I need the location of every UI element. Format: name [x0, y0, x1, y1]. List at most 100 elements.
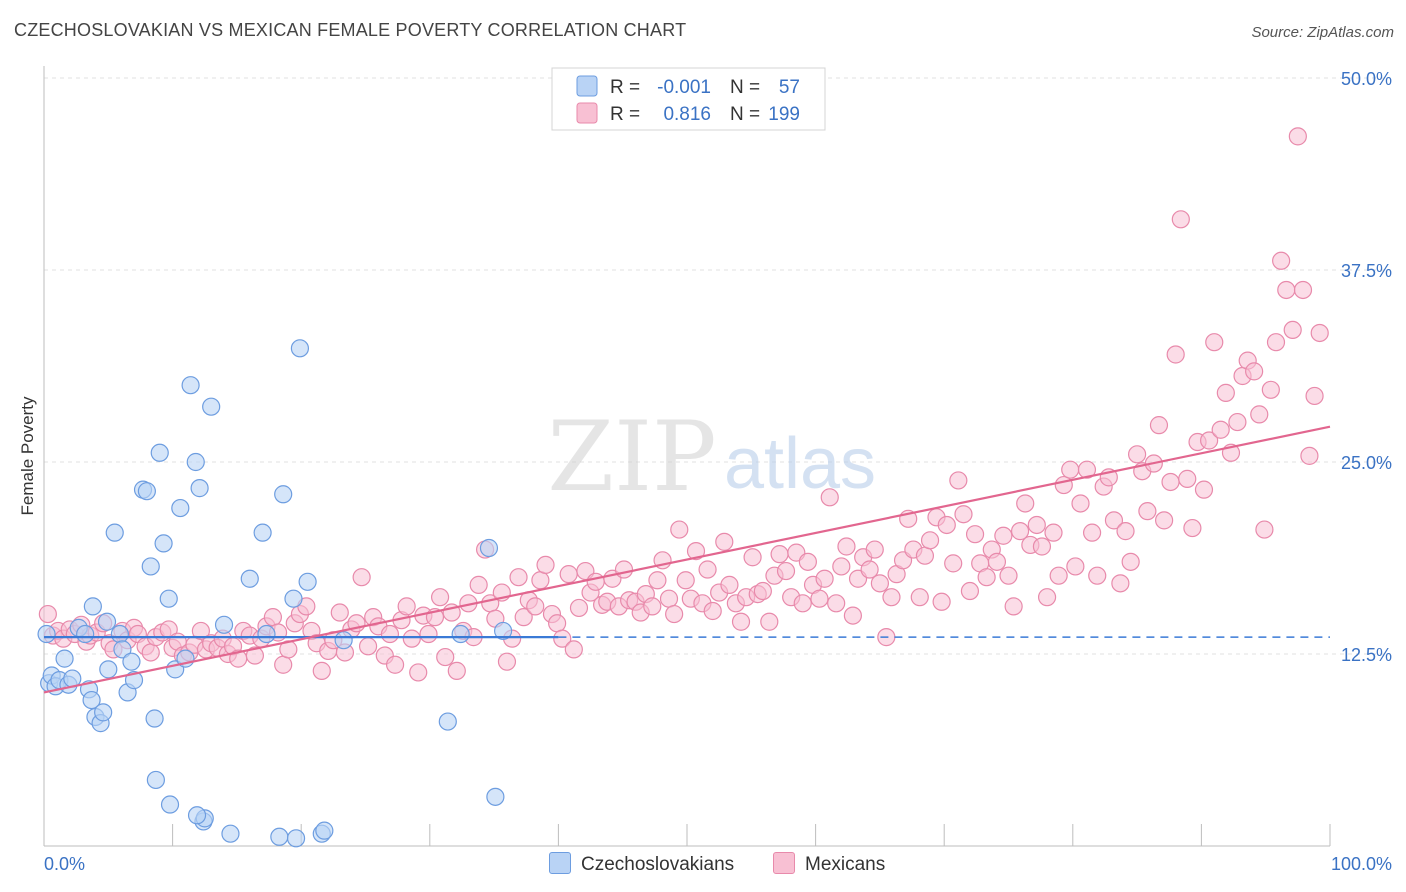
- legend-r-value-pink: 0.816: [663, 104, 711, 125]
- mexicans-point: [312, 661, 331, 680]
- mexicans-point: [1032, 537, 1052, 556]
- mexicans-point: [191, 621, 210, 641]
- mexicans-point: [870, 574, 890, 593]
- mexicans-point: [987, 552, 1007, 571]
- mexicans-point: [686, 541, 706, 561]
- czechoslovakians-point: [154, 534, 173, 553]
- mexicans-point: [1071, 494, 1090, 513]
- y-axis-label: Female Poverty: [18, 396, 37, 516]
- mexicans-point: [1116, 522, 1135, 541]
- mexicans-point: [1266, 333, 1286, 352]
- mexicans-point: [1054, 475, 1073, 495]
- mexicans-point: [1004, 597, 1023, 616]
- mexicans-point: [1261, 380, 1280, 399]
- czechoslovakians-point: [494, 621, 513, 641]
- mexicans-point: [548, 614, 567, 633]
- mexicans-point: [843, 606, 862, 625]
- mexicans-point: [564, 640, 583, 659]
- mexicans-point: [793, 594, 812, 613]
- mexicans-point: [920, 531, 940, 550]
- czechoslovakians-point: [187, 806, 207, 825]
- czechoslovakians-point: [171, 498, 190, 518]
- mexicans-point: [38, 604, 57, 624]
- czechoslovakians-point: [202, 397, 221, 416]
- mexicans-point: [810, 589, 829, 608]
- czechoslovakians-point: [82, 690, 101, 710]
- mexicans-point: [827, 594, 846, 613]
- czechoslovakians-point: [240, 569, 259, 588]
- mexicans-point: [770, 545, 789, 564]
- x-tick-label: 100.0%: [1331, 854, 1392, 874]
- mexicans-point: [643, 597, 662, 616]
- czechoslovakians-point: [253, 523, 272, 542]
- mexicans-point: [1300, 446, 1319, 465]
- mexicans-point: [994, 526, 1013, 545]
- czechoslovakians-point: [99, 660, 118, 679]
- mexicans-point: [1245, 362, 1264, 381]
- mexicans-point: [837, 537, 856, 556]
- mexicans-point: [1104, 511, 1124, 530]
- mexicans-point: [1077, 460, 1097, 479]
- legend-item-czechoslovakians: Czechoslovakians: [549, 852, 734, 876]
- mexicans-point: [497, 652, 517, 671]
- y-tick-label: 50.0%: [1341, 69, 1392, 89]
- mexicans-point: [1250, 405, 1269, 424]
- czechoslovakians-point: [486, 787, 505, 806]
- czechoslovakians-point: [113, 640, 132, 659]
- mexicans-point: [430, 588, 450, 607]
- x-tick-label: 0.0%: [44, 854, 85, 874]
- mexicans-point: [380, 624, 400, 644]
- mexicans-point: [932, 592, 951, 611]
- mexicans-point: [720, 575, 739, 594]
- mexicans-point: [330, 603, 349, 622]
- mexicans-point: [865, 540, 884, 559]
- legend-n-label-pink: N =: [730, 104, 760, 125]
- legend-swatch: [549, 852, 571, 874]
- mexicans-point: [1127, 445, 1147, 464]
- mexicans-point: [385, 655, 405, 674]
- mexicans-point: [703, 601, 722, 621]
- mexicans-point: [760, 612, 779, 631]
- mexicans-point: [665, 604, 684, 624]
- czechoslovakians-point: [124, 671, 144, 690]
- czechoslovakians-point: [159, 589, 178, 608]
- mexicans-point: [944, 554, 963, 573]
- mexicans-point: [954, 505, 973, 524]
- czechoslovakians-point: [181, 376, 200, 395]
- mexicans-point: [1016, 494, 1035, 513]
- mexicans-point: [960, 581, 980, 601]
- mexicans-point: [753, 581, 772, 601]
- mexicans-point: [1272, 251, 1291, 270]
- legend-r-label-pink: R =: [610, 104, 640, 125]
- mexicans-point: [447, 661, 466, 680]
- mexicans-point: [798, 552, 817, 571]
- mexicans-point: [1066, 557, 1085, 576]
- mexicans-point: [676, 571, 695, 590]
- mexicans-point: [965, 525, 985, 544]
- mexicans-point: [614, 560, 634, 579]
- czechoslovakians-point: [190, 479, 209, 498]
- mexicans-point: [1027, 515, 1046, 535]
- mexicans-point: [999, 566, 1018, 585]
- mexicans-point: [715, 532, 734, 551]
- legend-swatch: [773, 852, 795, 874]
- mexicans-point: [419, 624, 438, 644]
- y-tick-label: 37.5%: [1341, 261, 1392, 281]
- legend-r-value-blue: -0.001: [657, 77, 711, 98]
- czechoslovakians-point: [110, 624, 129, 644]
- mexicans-point: [1049, 566, 1068, 585]
- czechoslovakians-point: [122, 652, 141, 671]
- mexicans-point: [1200, 431, 1219, 450]
- mexicans-point: [1283, 320, 1302, 340]
- mexicans-point: [1155, 511, 1174, 530]
- y-tick-label: 25.0%: [1341, 453, 1392, 473]
- czechoslovakians-point: [141, 557, 160, 576]
- mexicans-point: [731, 612, 751, 631]
- mexicans-point: [937, 515, 956, 535]
- czechoslovakians-point: [451, 624, 470, 644]
- mexicans-point: [1305, 386, 1324, 406]
- grid-layer: [44, 77, 1390, 655]
- legend-label: Mexicans: [805, 854, 886, 875]
- mexicans-point: [397, 597, 416, 616]
